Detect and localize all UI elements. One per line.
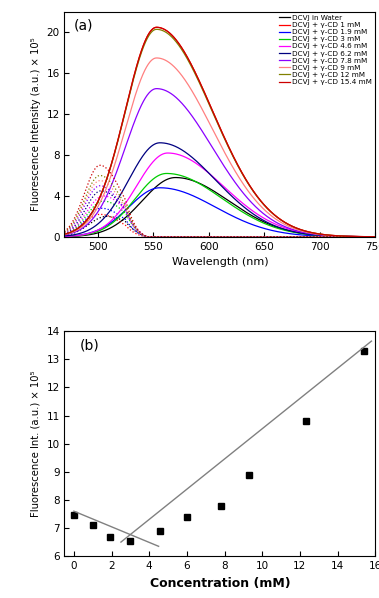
DCVJ + γ-CD 7.8 mM bbox=[154, 85, 159, 92]
DCVJ + γ-CD 1 mM bbox=[62, 231, 67, 238]
Line: DCVJ + γ-CD 1 mM: DCVJ + γ-CD 1 mM bbox=[64, 28, 379, 237]
DCVJ + γ-CD 6.2 mM bbox=[158, 139, 162, 147]
DCVJ + γ-CD 4.6 mM bbox=[369, 233, 374, 240]
Line: DCVJ + γ-CD 1.9 mM: DCVJ + γ-CD 1.9 mM bbox=[64, 188, 379, 237]
DCVJ + γ-CD 9 mM bbox=[78, 224, 83, 231]
Line: DCVJ + γ-CD 15.4 mM: DCVJ + γ-CD 15.4 mM bbox=[64, 28, 379, 237]
DCVJ + γ-CD 9 mM bbox=[312, 230, 316, 237]
DCVJ + γ-CD 12 mM bbox=[369, 233, 374, 240]
DCVJ in Water bbox=[78, 232, 83, 239]
DCVJ in Water bbox=[173, 174, 178, 181]
DCVJ + γ-CD 1.9 mM bbox=[216, 205, 221, 212]
DCVJ + γ-CD 15.4 mM bbox=[370, 233, 374, 240]
DCVJ + γ-CD 1.9 mM bbox=[78, 231, 83, 239]
DCVJ + γ-CD 6.2 mM bbox=[216, 179, 221, 187]
DCVJ + γ-CD 1 mM bbox=[154, 24, 159, 31]
Text: (b): (b) bbox=[80, 338, 100, 352]
DCVJ + γ-CD 4.6 mM bbox=[165, 150, 170, 157]
DCVJ + γ-CD 12 mM bbox=[208, 103, 212, 110]
DCVJ + γ-CD 3 mM bbox=[78, 232, 83, 239]
DCVJ + γ-CD 15.4 mM bbox=[78, 222, 83, 230]
DCVJ + γ-CD 9 mM bbox=[370, 233, 374, 240]
DCVJ + γ-CD 3 mM bbox=[216, 193, 221, 200]
Line: DCVJ + γ-CD 4.6 mM: DCVJ + γ-CD 4.6 mM bbox=[64, 153, 379, 237]
Line: DCVJ in Water: DCVJ in Water bbox=[64, 178, 379, 237]
DCVJ + γ-CD 6.2 mM bbox=[312, 231, 316, 239]
DCVJ + γ-CD 1 mM bbox=[216, 121, 221, 128]
DCVJ + γ-CD 1.9 mM bbox=[312, 232, 316, 239]
DCVJ + γ-CD 7.8 mM bbox=[369, 233, 374, 240]
DCVJ in Water bbox=[216, 190, 221, 197]
DCVJ + γ-CD 4.6 mM bbox=[312, 231, 316, 238]
DCVJ + γ-CD 7.8 mM bbox=[62, 231, 67, 239]
DCVJ + γ-CD 3 mM bbox=[62, 233, 67, 240]
DCVJ + γ-CD 1.9 mM bbox=[158, 184, 162, 191]
DCVJ + γ-CD 12 mM bbox=[216, 122, 221, 129]
DCVJ in Water bbox=[208, 185, 212, 193]
DCVJ + γ-CD 15.4 mM bbox=[154, 24, 159, 31]
DCVJ + γ-CD 1 mM bbox=[369, 233, 374, 240]
DCVJ + γ-CD 3 mM bbox=[369, 233, 374, 240]
DCVJ + γ-CD 9 mM bbox=[154, 54, 159, 62]
DCVJ in Water bbox=[369, 233, 374, 240]
DCVJ + γ-CD 12 mM bbox=[312, 230, 316, 237]
DCVJ in Water bbox=[370, 233, 374, 240]
DCVJ in Water bbox=[312, 231, 316, 239]
DCVJ + γ-CD 9 mM bbox=[208, 121, 212, 128]
DCVJ + γ-CD 9 mM bbox=[62, 231, 67, 238]
X-axis label: Concentration (mM): Concentration (mM) bbox=[149, 576, 290, 590]
DCVJ + γ-CD 6.2 mM bbox=[370, 233, 374, 240]
DCVJ + γ-CD 3 mM bbox=[164, 170, 169, 177]
Text: (a): (a) bbox=[74, 19, 93, 33]
DCVJ + γ-CD 12 mM bbox=[62, 231, 67, 238]
DCVJ + γ-CD 7.8 mM bbox=[216, 154, 221, 161]
Y-axis label: Fluorescence Int. (a.u.) × 10⁵: Fluorescence Int. (a.u.) × 10⁵ bbox=[31, 370, 41, 517]
DCVJ + γ-CD 3 mM bbox=[370, 233, 374, 240]
DCVJ + γ-CD 4.6 mM bbox=[370, 233, 374, 240]
DCVJ + γ-CD 6.2 mM bbox=[208, 170, 212, 178]
DCVJ + γ-CD 7.8 mM bbox=[370, 233, 374, 240]
DCVJ + γ-CD 15.4 mM bbox=[216, 121, 221, 128]
DCVJ + γ-CD 9 mM bbox=[216, 137, 221, 144]
DCVJ + γ-CD 9 mM bbox=[369, 233, 374, 240]
DCVJ + γ-CD 1.9 mM bbox=[208, 200, 212, 208]
Line: DCVJ + γ-CD 12 mM: DCVJ + γ-CD 12 mM bbox=[64, 29, 379, 237]
DCVJ + γ-CD 7.8 mM bbox=[312, 231, 316, 238]
DCVJ + γ-CD 1.9 mM bbox=[369, 233, 374, 240]
DCVJ + γ-CD 1.9 mM bbox=[62, 233, 67, 240]
Line: DCVJ + γ-CD 3 mM: DCVJ + γ-CD 3 mM bbox=[64, 173, 379, 237]
DCVJ + γ-CD 3 mM bbox=[208, 187, 212, 194]
DCVJ + γ-CD 15.4 mM bbox=[208, 102, 212, 109]
DCVJ + γ-CD 4.6 mM bbox=[216, 178, 221, 185]
DCVJ + γ-CD 15.4 mM bbox=[369, 233, 374, 240]
DCVJ + γ-CD 7.8 mM bbox=[78, 226, 83, 233]
Line: DCVJ + γ-CD 6.2 mM: DCVJ + γ-CD 6.2 mM bbox=[64, 143, 379, 237]
Line: DCVJ + γ-CD 7.8 mM: DCVJ + γ-CD 7.8 mM bbox=[64, 89, 379, 237]
DCVJ + γ-CD 6.2 mM bbox=[62, 233, 67, 240]
DCVJ + γ-CD 6.2 mM bbox=[369, 233, 374, 240]
DCVJ + γ-CD 4.6 mM bbox=[78, 231, 83, 239]
DCVJ + γ-CD 15.4 mM bbox=[312, 230, 316, 237]
DCVJ + γ-CD 12 mM bbox=[154, 26, 159, 33]
DCVJ + γ-CD 1 mM bbox=[312, 230, 316, 237]
DCVJ + γ-CD 3 mM bbox=[312, 231, 316, 239]
DCVJ + γ-CD 4.6 mM bbox=[208, 170, 212, 178]
DCVJ + γ-CD 12 mM bbox=[78, 223, 83, 230]
Legend: DCVJ in Water, DCVJ + γ-CD 1 mM, DCVJ + γ-CD 1.9 mM, DCVJ + γ-CD 3 mM, DCVJ + γ-: DCVJ in Water, DCVJ + γ-CD 1 mM, DCVJ + … bbox=[279, 14, 373, 86]
DCVJ + γ-CD 6.2 mM bbox=[78, 230, 83, 237]
DCVJ + γ-CD 1 mM bbox=[78, 222, 83, 230]
DCVJ + γ-CD 4.6 mM bbox=[62, 233, 67, 240]
DCVJ + γ-CD 1 mM bbox=[370, 233, 374, 240]
DCVJ + γ-CD 7.8 mM bbox=[208, 140, 212, 147]
Y-axis label: Fluorescence Intensity (a.u.) × 10⁵: Fluorescence Intensity (a.u.) × 10⁵ bbox=[31, 38, 41, 211]
Line: DCVJ + γ-CD 9 mM: DCVJ + γ-CD 9 mM bbox=[64, 58, 379, 237]
DCVJ + γ-CD 12 mM bbox=[370, 233, 374, 240]
DCVJ in Water bbox=[62, 233, 67, 240]
DCVJ + γ-CD 1 mM bbox=[208, 102, 212, 109]
X-axis label: Wavelength (nm): Wavelength (nm) bbox=[172, 257, 268, 267]
DCVJ + γ-CD 1.9 mM bbox=[370, 233, 374, 240]
DCVJ + γ-CD 15.4 mM bbox=[62, 231, 67, 238]
